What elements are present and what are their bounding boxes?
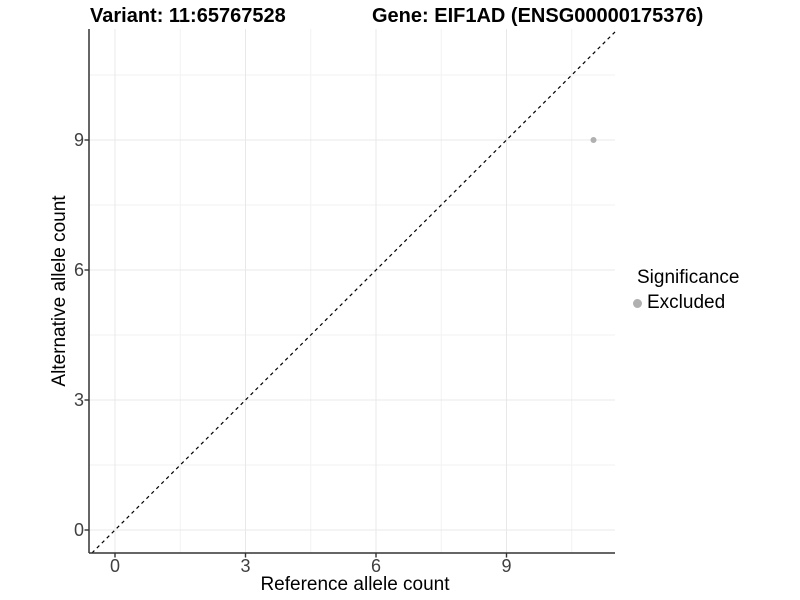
x-axis-title: Reference allele count — [260, 574, 450, 595]
y-tick-label: 9 — [73, 130, 84, 150]
legend-item-label: Excluded — [647, 292, 726, 313]
legend-item-excluded: Excluded — [633, 292, 739, 314]
data-point — [590, 137, 597, 144]
y-tick-label: 6 — [73, 260, 84, 280]
x-tick-label: 3 — [240, 556, 251, 576]
y-tick-label: 0 — [73, 520, 84, 540]
y-axis-title: Alternative allele count — [49, 195, 70, 387]
y-tick-label: 3 — [73, 390, 84, 410]
x-tick-label: 0 — [109, 556, 120, 576]
legend-title: Significance — [637, 267, 740, 288]
identity-dashed-line — [91, 31, 616, 554]
legend-key-dot — [633, 298, 642, 308]
x-tick-label: 9 — [501, 556, 512, 576]
plot-title-variant: Variant: 11:65767528 — [90, 5, 286, 27]
x-tick-label: 6 — [370, 556, 381, 576]
plot-title-gene: Gene: EIF1AD (ENSG00000175376) — [372, 5, 704, 27]
legend: Significance Excluded — [633, 267, 739, 314]
